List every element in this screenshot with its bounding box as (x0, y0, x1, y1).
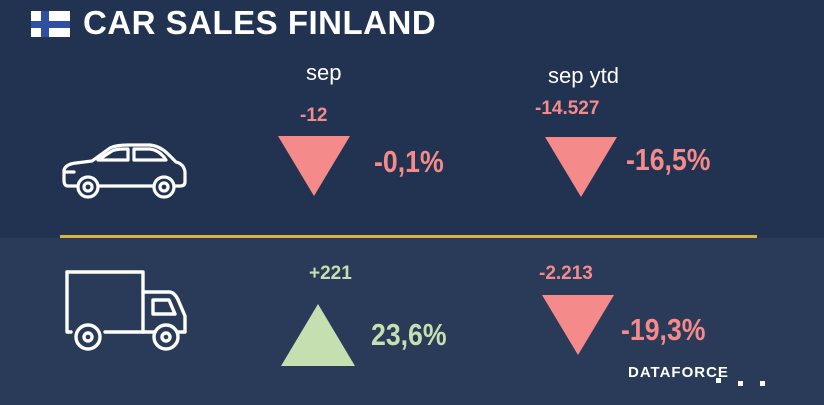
car-icon (62, 143, 187, 199)
car-month-down-arrow-icon (278, 136, 350, 196)
passenger-car-panel (0, 0, 824, 237)
truck-month-up-arrow-icon (281, 304, 355, 366)
truck-ytd-percent: -19,3% (621, 312, 706, 347)
truck-month-delta: +221 (309, 263, 352, 284)
truck-month-percent: 23,6% (371, 317, 447, 352)
dataforce-logo: DATAFORCE (628, 364, 729, 381)
car-ytd-down-arrow-icon (545, 137, 617, 197)
truck-icon (65, 270, 187, 351)
month-column-header: sep (306, 60, 342, 85)
finland-flag-icon (31, 11, 70, 37)
logo-dots-icon (716, 378, 768, 386)
commercial-vehicle-panel (0, 238, 824, 405)
car-month-percent: -0,1% (374, 144, 444, 179)
section-divider (60, 235, 757, 238)
car-ytd-percent: -16,5% (626, 142, 711, 177)
truck-ytd-delta: -2.213 (539, 263, 593, 284)
car-month-delta: -12 (300, 105, 328, 126)
car-ytd-delta: -14.527 (535, 98, 600, 119)
ytd-column-header: sep ytd (548, 63, 619, 88)
page-title: CAR SALES FINLAND (83, 4, 437, 41)
truck-ytd-down-arrow-icon (542, 295, 614, 355)
